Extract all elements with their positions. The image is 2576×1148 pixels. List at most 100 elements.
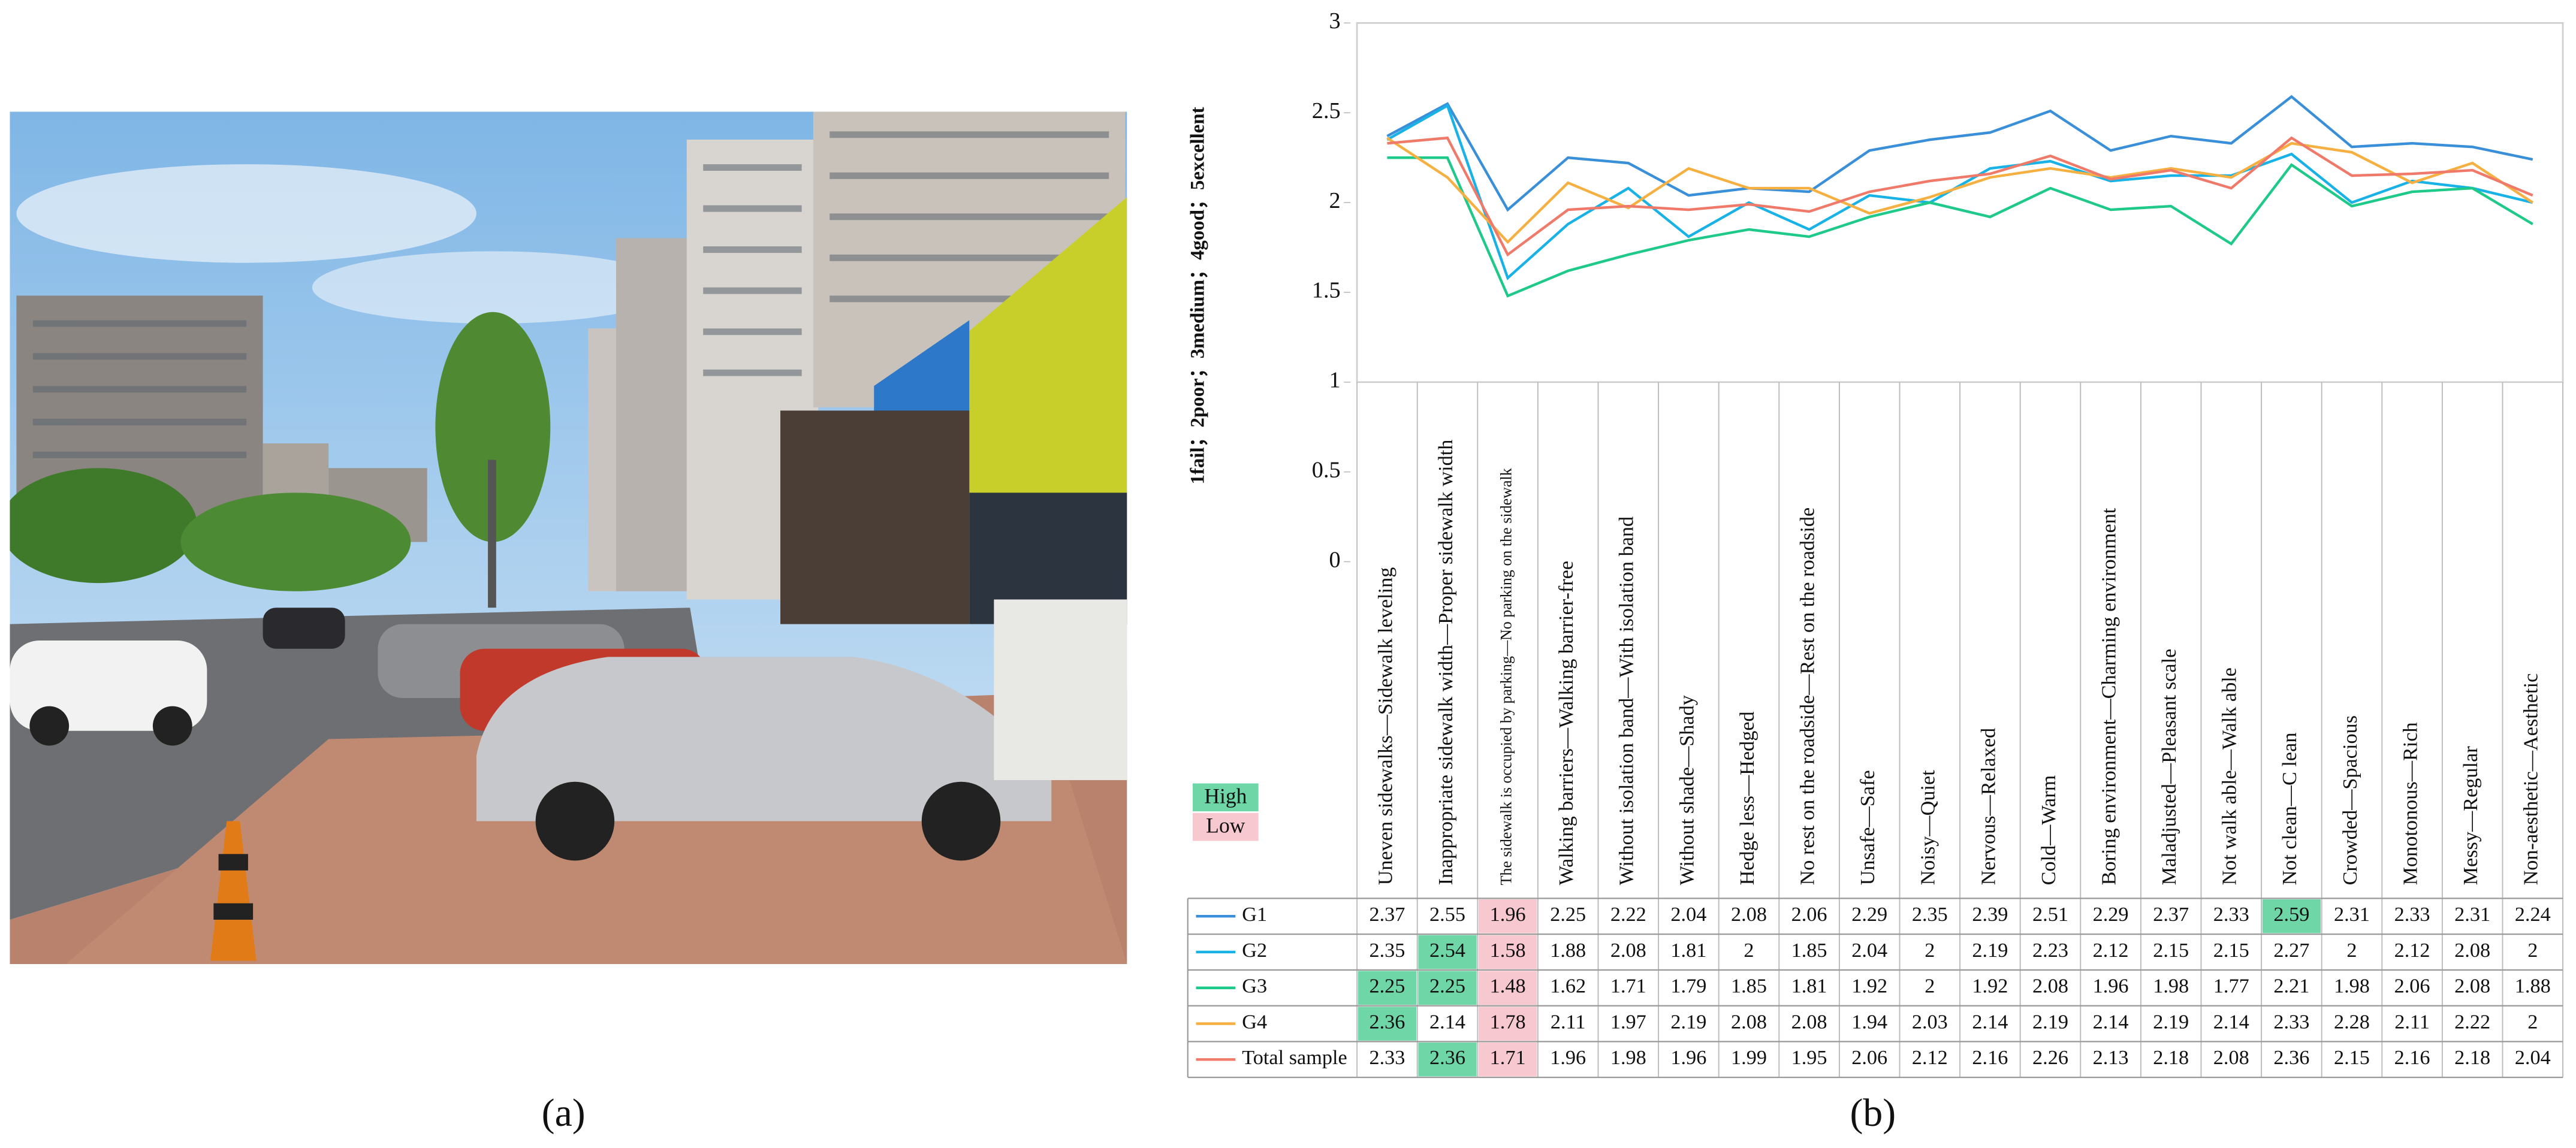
- category-label: Uneven sidewalks—Sidewalk leveling: [1374, 567, 1396, 886]
- table-value: 1.92: [1851, 975, 1887, 998]
- category-label: Noisy—Quiet: [1917, 770, 1939, 886]
- table-value: 2.15: [2334, 1046, 2370, 1069]
- table-value: 2.33: [1369, 1046, 1405, 1069]
- table-value: 1.88: [1550, 939, 1586, 962]
- series-line: [1387, 156, 2533, 298]
- table-value: 2.33: [2273, 1010, 2309, 1033]
- table-value: 1.98: [2334, 975, 2370, 998]
- table-value: 2.37: [1369, 903, 1405, 926]
- plot-frame: [1356, 22, 2564, 383]
- y-tick-label: 0.5: [1312, 457, 1341, 482]
- table-value: 2.27: [2273, 939, 2309, 962]
- table-value: 1.81: [1670, 939, 1706, 962]
- table-value: 1.96: [1550, 1046, 1586, 1069]
- category-label: Crowded—Spacious: [2339, 715, 2361, 885]
- table-value: 1.96: [2093, 975, 2129, 998]
- row-label: Total sample: [1242, 1046, 1347, 1069]
- panel-label: (b): [1850, 1091, 1896, 1135]
- table-value: 2.35: [1912, 903, 1948, 926]
- table-value: 2: [1925, 975, 1935, 998]
- street-photo: [10, 111, 1127, 965]
- table-value: 1.98: [2153, 975, 2189, 998]
- table-value: 2.18: [2454, 1046, 2490, 1069]
- table-value: 2.03: [1912, 1010, 1948, 1033]
- table-value: 2.08: [1731, 1010, 1767, 1033]
- table-value: 2.08: [1731, 903, 1767, 926]
- cell-highlight: [1478, 899, 1537, 933]
- table-value: 2.04: [1851, 939, 1887, 962]
- table-value: 2.29: [2093, 903, 2129, 926]
- y-axis-title: 1fail；2poor；3medium；4good；5excellent: [1187, 107, 1209, 484]
- series-line: [1386, 104, 2533, 280]
- category-label: Without shade—Shady: [1675, 695, 1698, 885]
- table-value: 2.14: [2093, 1010, 2129, 1033]
- table-value: 2: [2346, 939, 2357, 962]
- table-value: 1.97: [1610, 1010, 1646, 1033]
- table-value: 1.85: [1791, 939, 1827, 962]
- table-value: 1.71: [1610, 975, 1646, 998]
- table-value: 2.28: [2334, 1010, 2370, 1033]
- category-label: Hedge less—Hedged: [1736, 711, 1758, 885]
- table-value: 1.94: [1851, 1010, 1887, 1033]
- table-value: 2.16: [2394, 1046, 2430, 1069]
- cell-highlight: [1418, 971, 1477, 1005]
- category-label: Without isolation band—With isolation ba…: [1615, 516, 1638, 886]
- table-value: 2.18: [2153, 1046, 2189, 1069]
- table-value: 2.08: [1791, 1010, 1827, 1033]
- table-value: 2.04: [1670, 903, 1706, 926]
- table-value: 2.25: [1429, 975, 1465, 998]
- table-value: 2.25: [1369, 975, 1405, 998]
- table-value: 2.37: [2153, 903, 2189, 926]
- table-value: 1.71: [1490, 1046, 1526, 1069]
- table-value: 2.15: [2213, 939, 2249, 962]
- table-value: 1.48: [1490, 975, 1526, 998]
- table-value: 1.96: [1490, 903, 1526, 926]
- table-value: 2.36: [1369, 1010, 1405, 1033]
- table-value: 2.06: [1791, 903, 1827, 926]
- row-label: G2: [1242, 939, 1267, 962]
- series-line: [1387, 136, 2533, 257]
- category-label: Boring environment—Charming environment: [2097, 507, 2120, 885]
- table-value: 2.08: [2454, 975, 2490, 998]
- category-label: Monotonous—Rich: [2399, 722, 2421, 885]
- row-label: G3: [1242, 975, 1267, 998]
- table-value: 2.39: [1972, 903, 2008, 926]
- y-tick-label: 2.5: [1312, 98, 1341, 123]
- category-label: Walking barriers—Walking barrier-free: [1555, 561, 1577, 886]
- table-value: 1.85: [1731, 975, 1767, 998]
- highlight-key: [1193, 783, 1259, 812]
- category-label: The sidewalk is occupied by parking—No p…: [1498, 467, 1515, 885]
- category-label: Inappropriate sidewalk width—Proper side…: [1434, 440, 1457, 886]
- cell-highlight: [1478, 1043, 1537, 1077]
- table-value: 2.23: [2032, 939, 2068, 962]
- cell-highlight: [1478, 1007, 1537, 1041]
- y-tick-label: 2: [1329, 188, 1341, 213]
- table-value: 2: [1744, 939, 1754, 962]
- cell-highlight: [1358, 1007, 1417, 1041]
- y-tick-label: 0: [1329, 547, 1341, 572]
- table-value: 2.36: [2273, 1046, 2309, 1069]
- table-value: 2.24: [2515, 903, 2551, 926]
- table-value: 2.19: [2032, 1010, 2068, 1033]
- table-value: 2.25: [1550, 903, 1586, 926]
- table-value: 2.06: [2394, 975, 2430, 998]
- table-value: 2: [2527, 1010, 2538, 1033]
- cell-highlight: [2262, 899, 2321, 933]
- category-label: Maladjusted—Pleasant scale: [2158, 649, 2180, 886]
- table-value: 2.04: [2515, 1046, 2551, 1069]
- table-value: 2.26: [2032, 1046, 2068, 1069]
- highlight-label: High: [1204, 784, 1247, 808]
- table-value: 2.19: [2153, 1010, 2189, 1033]
- category-label: Non-aesthetic—Aesthetic: [2520, 673, 2542, 886]
- category-label: Not clean—C lean: [2278, 733, 2301, 886]
- table-value: 2.13: [2093, 1046, 2129, 1069]
- cell-highlight: [1418, 1043, 1477, 1077]
- table-value: 2.55: [1429, 903, 1465, 926]
- cell-highlight: [1478, 971, 1537, 1005]
- highlight-key: [1193, 812, 1259, 841]
- category-label: No rest on the roadside—Rest on the road…: [1796, 507, 1818, 886]
- table-value: 2.14: [1429, 1010, 1465, 1033]
- y-tick-label: 3: [1329, 8, 1341, 34]
- cell-highlight: [1358, 971, 1417, 1005]
